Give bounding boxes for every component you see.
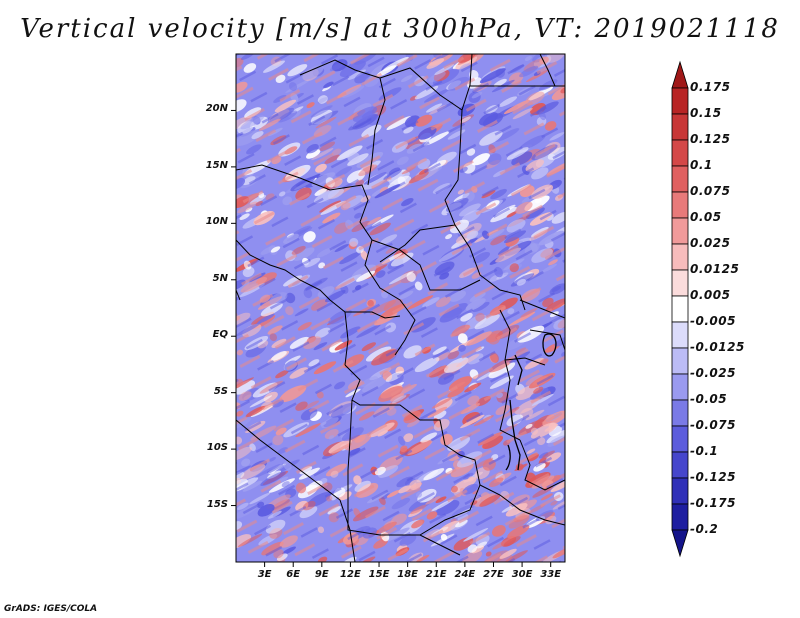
colorbar-label: -0.05 [690, 392, 728, 406]
colorbar-swatch [671, 60, 689, 89]
lat-label: 15S [206, 498, 228, 510]
map-frame [235, 53, 566, 563]
colorbar-label: 0.0125 [690, 262, 740, 276]
lat-label: 5S [213, 385, 228, 397]
lat-label: 10S [206, 442, 228, 454]
lon-label: 6E [286, 569, 301, 580]
lon-label: 12E [340, 569, 361, 580]
colorbar-label: 0.15 [690, 106, 722, 120]
colorbar-swatch [671, 87, 689, 115]
country-borders [236, 54, 565, 562]
colorbar-label: -0.0125 [690, 340, 745, 354]
lon-label: 30E [511, 569, 533, 580]
colorbar-swatch [671, 373, 689, 401]
colorbar-swatch [671, 451, 689, 479]
colorbar-swatch [671, 295, 689, 323]
colorbar-swatch [671, 503, 689, 531]
longitude-ticks [264, 562, 552, 567]
colorbar-label: -0.005 [690, 314, 736, 328]
colorbar-label: -0.175 [690, 496, 736, 510]
colorbar-swatch [671, 529, 689, 558]
colorbar-swatch [671, 347, 689, 375]
colorbar-label: 0.1 [690, 158, 713, 172]
colorbar-swatch [671, 477, 689, 505]
lon-label: 3E [257, 569, 272, 580]
colorbar-label: -0.1 [690, 444, 719, 458]
colorbar-swatch [671, 139, 689, 167]
colorbar-label: -0.2 [690, 522, 719, 536]
colorbar-label: -0.125 [690, 470, 736, 484]
colorbar-label: 0.05 [690, 210, 722, 224]
lon-label: 24E [454, 569, 476, 580]
lat-label: 5N [212, 272, 228, 284]
lat-label: 15N [205, 159, 228, 171]
colorbar-swatch [671, 165, 689, 193]
latitude-ticks [231, 109, 236, 507]
lon-label: 15E [368, 569, 390, 580]
colorbar-label: 0.025 [690, 236, 731, 250]
lat-label: EQ [212, 329, 228, 341]
lon-label: 21E [425, 569, 447, 580]
colorbar-swatch [671, 191, 689, 219]
lon-label: 18E [397, 569, 419, 580]
colorbar-label: 0.175 [690, 80, 731, 94]
streak-overlay [236, 54, 565, 562]
colorbar-swatch [671, 425, 689, 453]
colorbar-swatch [671, 243, 689, 271]
credit-text: GrADS: IGES/COLA [4, 604, 98, 614]
colorbar-label: -0.075 [690, 418, 736, 432]
lat-label: 20N [205, 103, 228, 115]
colorbar-swatch [671, 399, 689, 427]
colorbar [671, 60, 689, 558]
lat-label: 10N [205, 216, 228, 228]
colorbar-swatch [671, 269, 689, 297]
lakes [505, 333, 557, 471]
colorbar-label: 0.125 [690, 132, 731, 146]
colorbar-swatch [671, 217, 689, 245]
chart-title: Vertical velocity [m/s] at 300hPa, VT: 2… [20, 14, 780, 44]
lon-label: 27E [483, 569, 504, 580]
colorbar-label: 0.005 [690, 288, 731, 302]
colorbar-label: -0.025 [690, 366, 736, 380]
colorbar-label: 0.075 [690, 184, 731, 198]
lon-label: 9E [314, 569, 329, 580]
colorbar-swatch [671, 113, 689, 141]
colorbar-swatch [671, 321, 689, 349]
lon-label: 33E [540, 569, 562, 580]
